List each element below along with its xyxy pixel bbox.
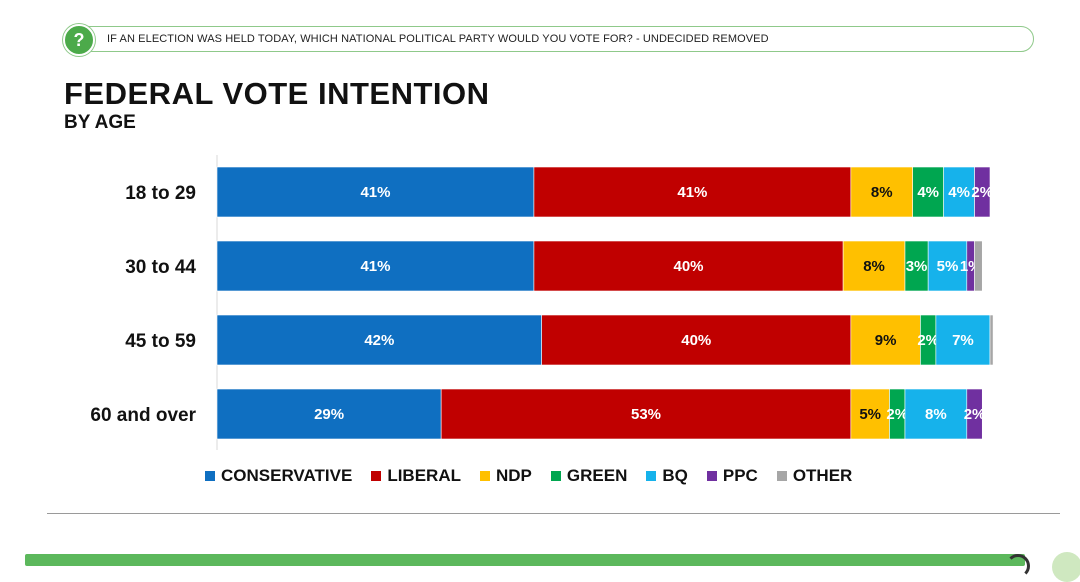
- footer-bar: [25, 554, 1025, 566]
- question-icon: ?: [63, 24, 95, 56]
- legend-label: PPC: [722, 466, 758, 485]
- bar-segment-bq: [943, 166, 975, 218]
- bar-segment-conservative: [216, 166, 535, 218]
- legend-swatch: [371, 471, 382, 481]
- bar-segment-bq: [935, 314, 991, 366]
- stacked-bar-chart: 18 to 29 41% 41% 8% 4% 4% 2%30 to 44 41% 40% 8% 3%…: [90, 155, 994, 450]
- category-label: 60 and over: [90, 405, 196, 426]
- data-label: 7%: [952, 332, 974, 349]
- legend-item-liberal: LIBERAL: [371, 466, 461, 486]
- legend-swatch: [776, 471, 787, 481]
- legend-item-ppc: PPC: [706, 466, 758, 486]
- data-label: 8%: [925, 406, 947, 423]
- legend-item-bq: BQ: [646, 466, 688, 486]
- bar-segment-ndp: [842, 240, 906, 292]
- data-label: 40%: [674, 258, 704, 275]
- data-label: 42%: [364, 332, 394, 349]
- data-label: 2%: [917, 332, 939, 349]
- bar-segment-bq: [927, 240, 968, 292]
- bar-segment-conservative: [216, 388, 442, 440]
- bar-segment-ppc: [966, 388, 983, 440]
- footer-logo-icon: [1006, 554, 1030, 578]
- bar-segment-liberal: [541, 314, 852, 366]
- data-label: 4%: [917, 184, 939, 201]
- legend-swatch: [646, 471, 657, 481]
- legend-label: OTHER: [792, 466, 853, 485]
- question-banner: ? IF AN ELECTION WAS HELD TODAY, WHICH N…: [63, 24, 1034, 56]
- bar-segment-conservative: [216, 240, 535, 292]
- legend-label: BQ: [662, 466, 688, 485]
- data-label: 41%: [360, 258, 390, 275]
- data-label: 8%: [863, 258, 885, 275]
- data-label: 4%: [948, 184, 970, 201]
- data-label: 2%: [971, 184, 993, 201]
- bar-segment-conservative: [216, 314, 542, 366]
- legend-label: LIBERAL: [387, 466, 461, 485]
- data-label: 9%: [875, 332, 897, 349]
- bar-segment-liberal: [440, 388, 852, 440]
- data-label: 41%: [360, 184, 390, 201]
- bar-segment-bq: [904, 388, 968, 440]
- question-text: IF AN ELECTION WAS HELD TODAY, WHICH NAT…: [107, 33, 769, 45]
- legend-swatch: [550, 471, 561, 481]
- bar-segment-other: [974, 240, 983, 292]
- legend-swatch: [706, 471, 717, 481]
- legend-swatch: [479, 471, 490, 481]
- data-label: 5%: [859, 406, 881, 423]
- data-label: 2%: [886, 406, 908, 423]
- data-label: 2%: [964, 406, 986, 423]
- chart-subtitle: BY AGE: [64, 112, 136, 133]
- chart-legend: CONSERVATIVE LIBERAL NDP GREEN BQ PPC OTHER: [205, 466, 871, 486]
- legend-swatch: [205, 471, 215, 481]
- data-label: 41%: [677, 184, 707, 201]
- bar-segment-other: [989, 314, 994, 366]
- category-label: 45 to 59: [125, 331, 196, 352]
- legend-label: GREEN: [566, 466, 628, 485]
- divider: [47, 513, 1060, 514]
- bar-segment-ndp: [850, 314, 921, 366]
- data-label: 3%: [906, 258, 928, 275]
- category-label: 18 to 29: [125, 183, 196, 204]
- data-label: 29%: [314, 406, 344, 423]
- legend-item-green: GREEN: [550, 466, 628, 486]
- bar-segment-liberal: [533, 240, 844, 292]
- chart-title: FEDERAL VOTE INTENTION: [64, 76, 490, 111]
- bar-segment-ppc: [974, 166, 991, 218]
- legend-item-ndp: NDP: [479, 466, 532, 486]
- data-label: 40%: [681, 332, 711, 349]
- legend-label: NDP: [495, 466, 532, 485]
- footer-circle-icon: [1052, 552, 1080, 582]
- bar-segment-ndp: [850, 388, 890, 440]
- legend-label: CONSERVATIVE: [221, 466, 353, 485]
- legend-item-other: OTHER: [776, 466, 853, 486]
- data-label: 53%: [631, 406, 661, 423]
- legend-item-conservative: CONSERVATIVE: [205, 466, 352, 486]
- data-label: 5%: [937, 258, 959, 275]
- category-label: 30 to 44: [125, 257, 196, 278]
- data-label: 8%: [871, 184, 893, 201]
